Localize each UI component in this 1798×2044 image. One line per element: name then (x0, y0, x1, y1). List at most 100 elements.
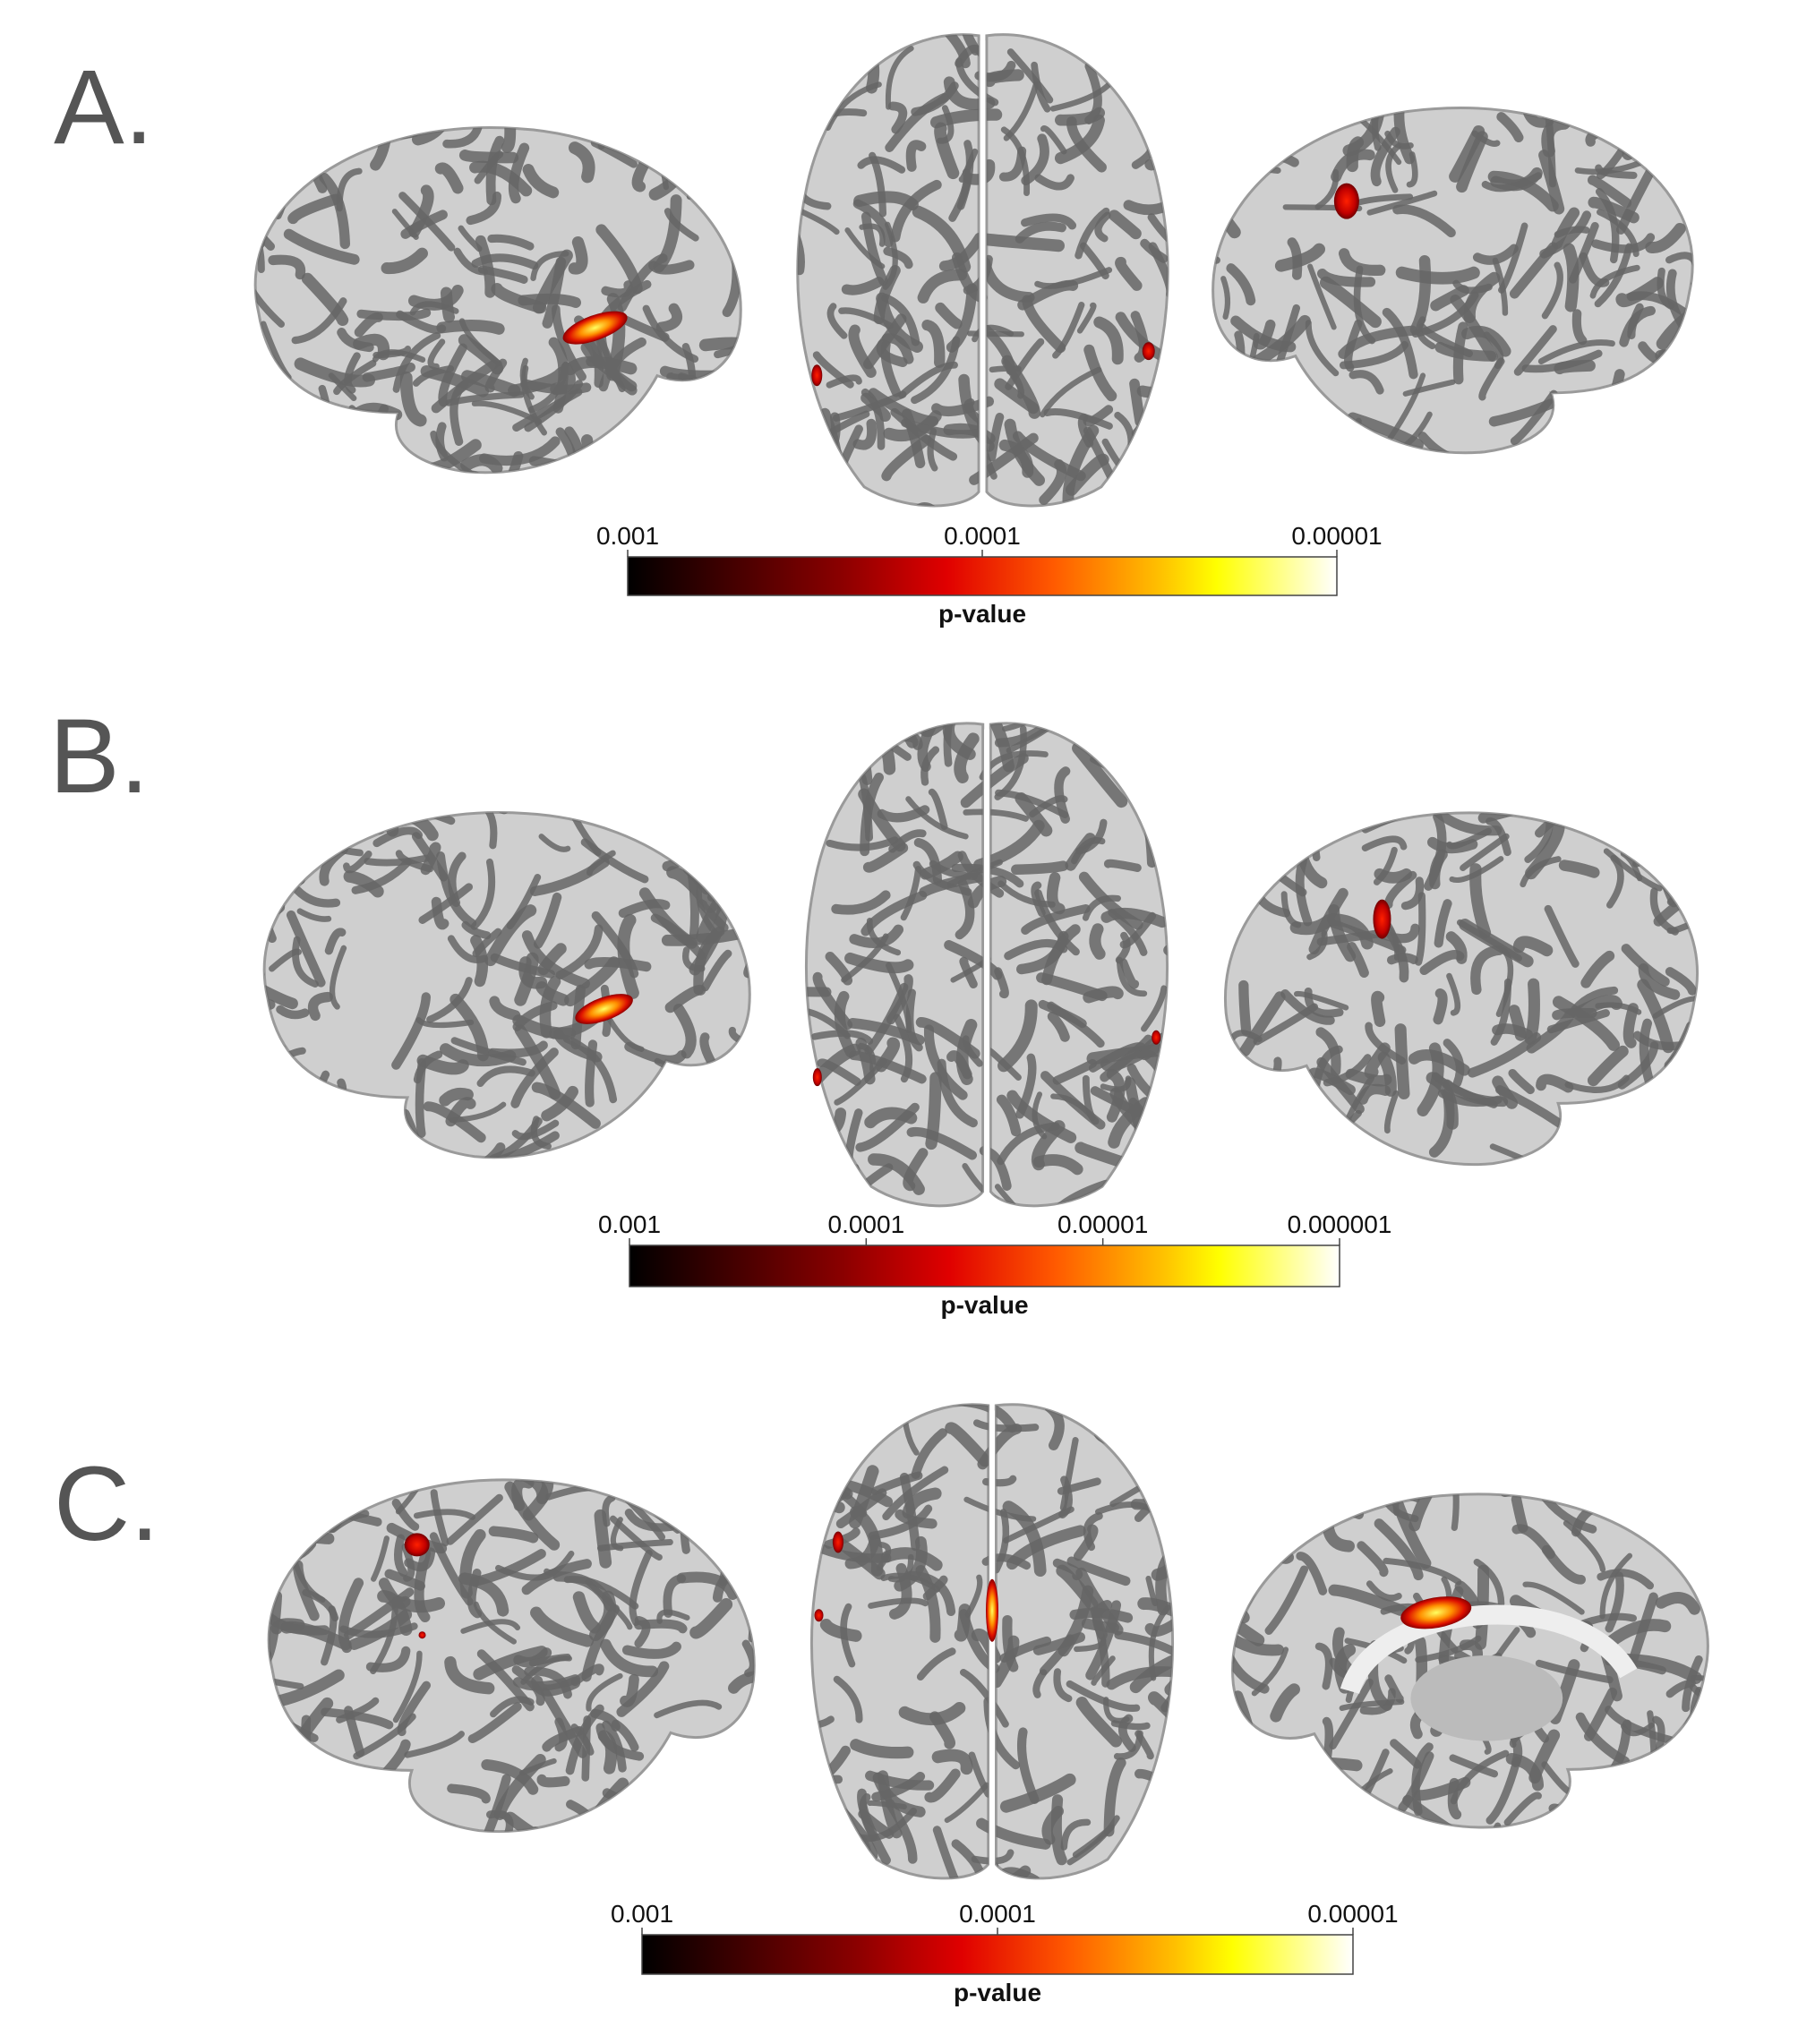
sulcus (1695, 278, 1742, 288)
sulcus (702, 838, 757, 874)
sulcus (698, 1134, 720, 1159)
sulcus (1557, 1013, 1592, 1015)
sulcus (692, 1102, 696, 1128)
sulcus (1620, 1779, 1632, 1815)
sulcus (1137, 1427, 1179, 1433)
sulcus (1402, 273, 1474, 278)
sulcus (409, 799, 430, 813)
sulcus (1453, 1467, 1456, 1527)
sulcus (1094, 46, 1153, 56)
sulcus (1149, 773, 1214, 791)
activation (986, 1579, 998, 1642)
sulcus (706, 119, 727, 147)
sulcus (260, 1500, 263, 1528)
sulcus (1578, 1781, 1608, 1814)
sulcus (1323, 1464, 1341, 1487)
sulcus (989, 75, 1018, 81)
sulcus (542, 1779, 565, 1782)
sulcus (1708, 1783, 1734, 1795)
sulcus (270, 172, 295, 177)
sulcus (1244, 985, 1246, 1031)
sulcus (1169, 950, 1197, 984)
sulcus (1704, 1068, 1716, 1113)
sulcus (1693, 1687, 1740, 1710)
sulcus (693, 803, 740, 809)
sulcus (210, 204, 263, 211)
sulcus (244, 408, 291, 448)
sulcus (1660, 110, 1681, 156)
sulcus (713, 801, 732, 831)
sulcus (803, 1456, 847, 1494)
sulcus (1165, 834, 1194, 851)
sulcus (260, 1091, 309, 1100)
sulcus (749, 817, 809, 832)
sulcus (256, 1111, 275, 1129)
sulcus (1200, 894, 1221, 930)
sulcus (232, 873, 301, 880)
sulcus (440, 426, 444, 457)
sulcus (441, 762, 486, 806)
sulcus (347, 1790, 398, 1833)
sulcus (1694, 176, 1708, 203)
sulcus (1656, 1830, 1696, 1856)
sulcus (1680, 1529, 1696, 1579)
sulcus (235, 355, 242, 409)
sulcus (1635, 805, 1659, 843)
sulcus (1220, 818, 1271, 840)
sulcus (390, 1828, 435, 1862)
sulcus (1274, 1786, 1283, 1809)
sulcus (256, 1447, 262, 1473)
sulcus (811, 435, 818, 474)
sulcus (681, 376, 699, 413)
sulcus (1660, 1524, 1700, 1545)
sulcus (1664, 355, 1686, 414)
sulcus (1666, 785, 1701, 847)
sulcus (1353, 421, 1358, 447)
sulcus (297, 1771, 350, 1808)
sulcus (760, 1578, 785, 1584)
sulcus (1095, 929, 1100, 954)
sulcus (621, 422, 690, 450)
sulcus (338, 775, 380, 829)
sulcus (1512, 71, 1575, 98)
sulcus (1622, 1484, 1625, 1514)
sulcus (1629, 1008, 1633, 1043)
sulcus (753, 1060, 783, 1115)
colorbar-tick-label: 0.001 (598, 1210, 661, 1238)
sulcus (1152, 499, 1165, 544)
sulcus (1175, 944, 1194, 989)
sulcus (287, 1157, 292, 1182)
sulcus (205, 1114, 267, 1136)
sulcus (460, 800, 504, 809)
sulcus (1089, 992, 1118, 997)
sulcus (684, 1501, 686, 1551)
sulcus (589, 1044, 593, 1102)
sulcus (1648, 1789, 1688, 1803)
sulcus (1594, 410, 1627, 429)
sulcus (1708, 953, 1734, 987)
sulcus (826, 763, 860, 774)
sulcus (210, 235, 253, 274)
sulcus (1699, 877, 1758, 916)
sulcus (681, 1512, 723, 1536)
sulcus (724, 1518, 769, 1549)
sulcus (232, 303, 234, 338)
sulcus (749, 433, 801, 471)
sulcus (1594, 1814, 1641, 1858)
sulcus (811, 1858, 821, 1898)
sulcus (1147, 490, 1194, 497)
sulcus (372, 1155, 374, 1214)
sulcus (1439, 1167, 1456, 1196)
sulcus (1689, 1804, 1713, 1860)
sulcus (1246, 786, 1263, 849)
sulcus (653, 1787, 696, 1799)
sulcus (1569, 249, 1573, 306)
sulcus (652, 1095, 663, 1126)
sulcus (634, 1828, 660, 1840)
sulcus (1603, 1106, 1617, 1169)
sulcus (1136, 1121, 1154, 1147)
sulcus (297, 1116, 322, 1125)
sulcus (1134, 384, 1140, 422)
sulcus (281, 1497, 304, 1514)
